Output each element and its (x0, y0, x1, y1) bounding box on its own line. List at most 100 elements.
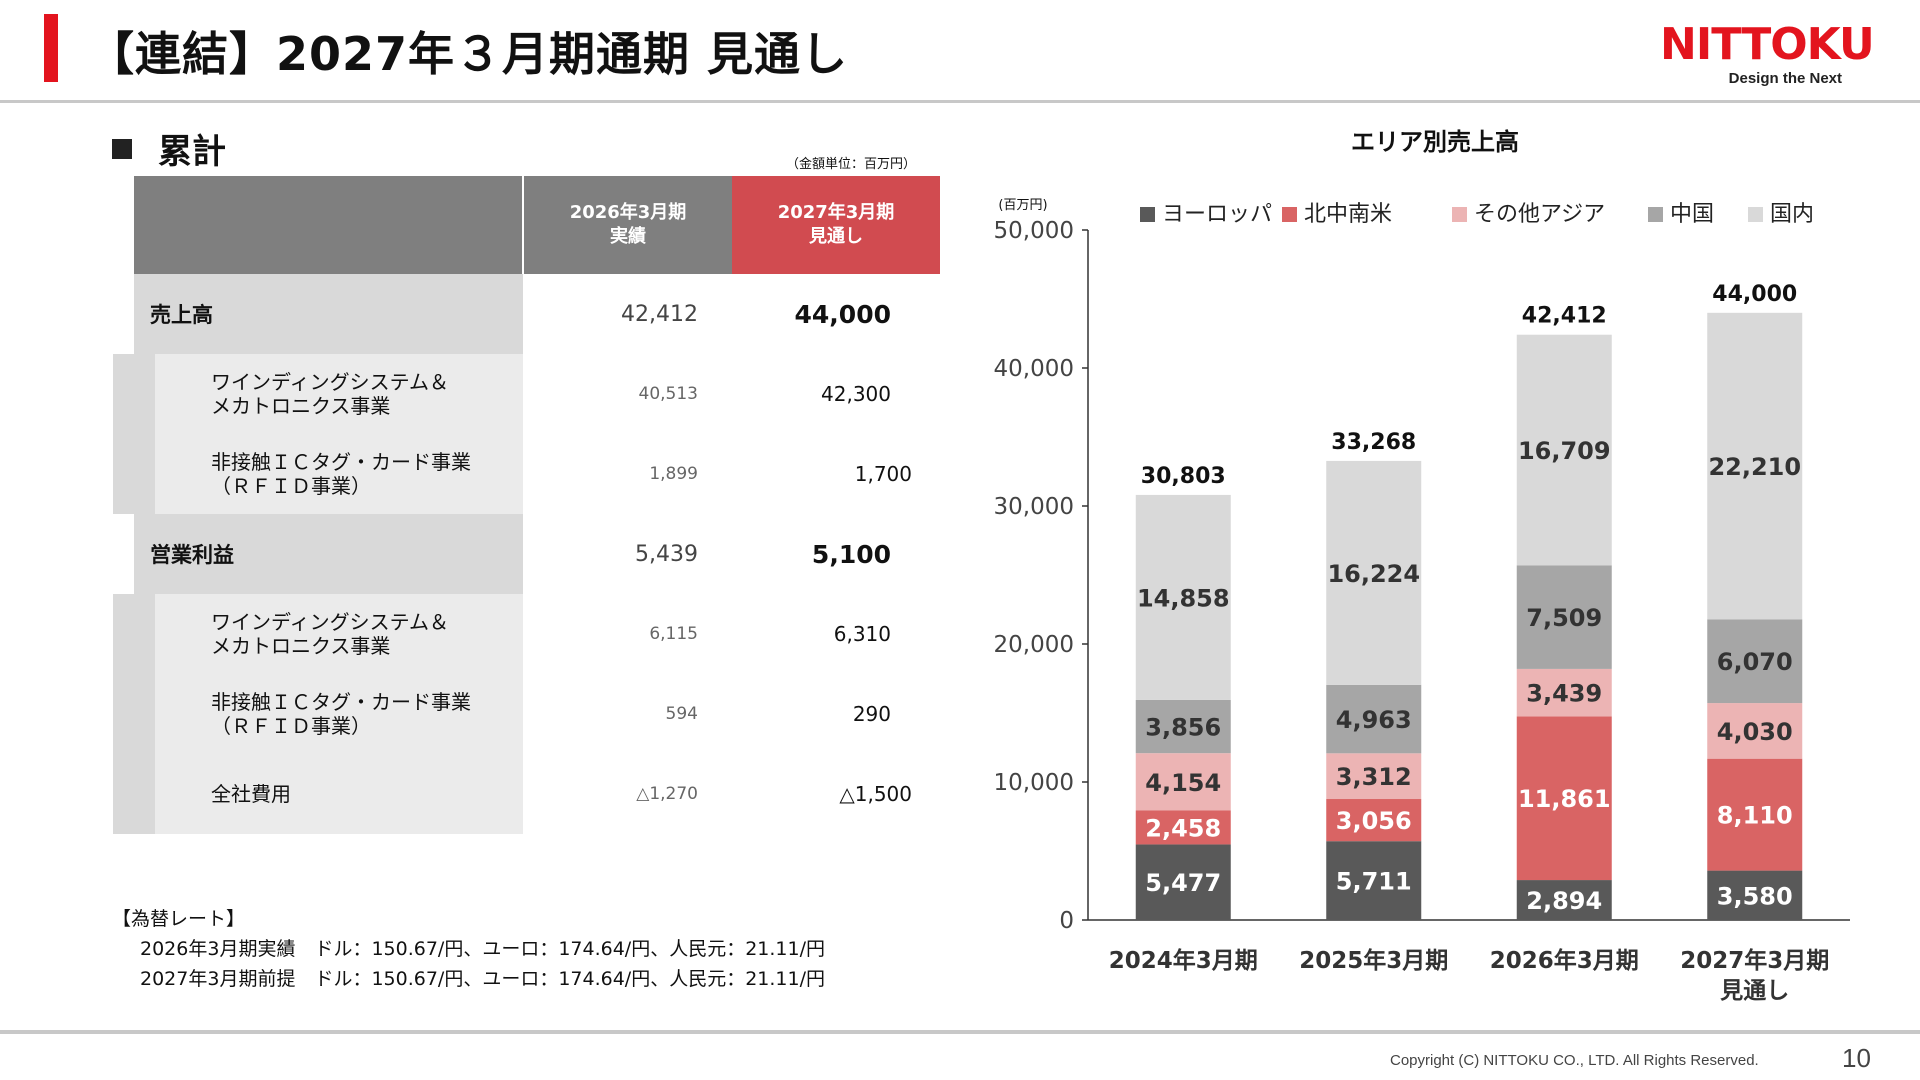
x-category-label: 2027年3月期 (1680, 947, 1829, 974)
row-label-line: 営業利益 (150, 543, 234, 567)
actual-value: △1,270 (636, 784, 698, 804)
y-tick-label: 50,000 (994, 218, 1074, 244)
table-row: 全社費用 △1,270 △1,500 (113, 754, 940, 834)
header-actual-line1: 2026年3月期 (569, 202, 687, 223)
bar-segment (1135, 494, 1231, 700)
footer-divider (0, 1030, 1920, 1034)
bar-segment (1326, 684, 1422, 754)
row-label: 非接触ＩＣタグ・カード事業 （ＲＦＩＤ事業） (113, 434, 523, 514)
data-label: 16,709 (1518, 437, 1611, 465)
section-title-text: 累計 (158, 132, 226, 172)
header-forecast-line2: 見通し (809, 226, 863, 247)
header-actual-line2: 実績 (610, 226, 646, 247)
y-tick-label: 0 (1059, 908, 1074, 934)
legend-swatch (1452, 207, 1467, 222)
data-label: 3,439 (1526, 680, 1602, 708)
bar-segment (1135, 810, 1231, 845)
forecast-value: 6,310 (833, 622, 891, 646)
data-label: 4,963 (1336, 706, 1412, 734)
y-tick-label: 30,000 (994, 494, 1074, 520)
bar-segment (1135, 699, 1231, 754)
bar-segment (1516, 565, 1612, 669)
data-label: 5,711 (1336, 868, 1412, 896)
bar-segment (1707, 703, 1803, 759)
bar-segment (1516, 668, 1612, 717)
row-label: 営業利益 (134, 514, 523, 594)
row-label-line: メカトロニクス事業 (211, 634, 391, 658)
legend-swatch (1282, 207, 1297, 222)
y-tick-label: 10,000 (994, 770, 1074, 796)
row-label-line: ワインディングシステム＆ (211, 610, 449, 634)
page-title: 【連結】2027年３月期通期 見通し (88, 27, 849, 81)
legend-label: その他アジア (1474, 202, 1605, 227)
data-label: 4,030 (1717, 718, 1793, 746)
bar-segment (1326, 841, 1422, 920)
table-header-row: 2026年3月期 実績 2027年3月期 見通し (134, 176, 940, 274)
legend-swatch (1648, 207, 1663, 222)
header-blank-cell (134, 176, 523, 274)
table-row: 非接触ＩＣタグ・カード事業 （ＲＦＩＤ事業） 1,899 1,700 (113, 434, 940, 514)
data-label: 3,580 (1717, 882, 1793, 910)
total-label: 30,803 (1141, 464, 1226, 489)
total-label: 44,000 (1712, 282, 1797, 307)
forecast-value: 44,000 (794, 299, 891, 329)
data-label: 8,110 (1717, 802, 1793, 830)
row-label: ワインディングシステム＆ メカトロニクス事業 (113, 354, 523, 434)
row-label: 非接触ＩＣタグ・カード事業 （ＲＦＩＤ事業） (113, 674, 523, 754)
actual-value: 6,115 (649, 624, 698, 644)
financial-table: 2026年3月期 実績 2027年3月期 見通し 売上高 42,412 44,000 ワイ… (113, 176, 961, 834)
total-label: 42,412 (1522, 304, 1607, 329)
unit-note: （金額単位：百万円） (786, 157, 917, 172)
row-label-line: ワインディングシステム＆ (211, 370, 449, 394)
data-label: 4,154 (1145, 769, 1221, 797)
section-title: 累計 (112, 124, 226, 173)
chart-title: エリア別売上高 (1351, 128, 1519, 156)
forecast-value: 5,100 (811, 539, 891, 569)
page-number: 10 (1842, 1043, 1871, 1073)
actual-value: 5,439 (635, 541, 698, 567)
bar-segment (1326, 799, 1422, 842)
row-label: ワインディングシステム＆ メカトロニクス事業 (113, 594, 523, 674)
chart-unit-label: (百万円) (998, 198, 1047, 213)
row-label-line: 売上高 (150, 303, 213, 327)
header-divider (0, 100, 1920, 103)
copyright: Copyright (C) NITTOKU CO., LTD. All Righ… (1390, 1052, 1759, 1069)
data-label: 7,509 (1526, 604, 1602, 632)
header-forecast: 2027年3月期 見通し (732, 176, 940, 274)
x-category-label: 2026年3月期 (1490, 947, 1639, 974)
x-category-label: 2024年3月期 (1109, 947, 1258, 974)
total-label: 33,268 (1331, 430, 1416, 455)
legend-label: 中国 (1670, 202, 1714, 227)
forecast-value: △1,500 (839, 782, 912, 806)
bar-segment (1516, 716, 1612, 881)
data-label: 3,312 (1336, 763, 1412, 791)
row-label: 全社費用 (113, 754, 523, 834)
bar-segment (1707, 758, 1803, 871)
fx-rates: 【為替レート】 2026年3月期実績 ドル：150.67/円、ユーロ：174.6… (112, 904, 825, 994)
header-forecast-line1: 2027年3月期 (777, 202, 895, 223)
table-row: ワインディングシステム＆ メカトロニクス事業 40,513 42,300 (113, 354, 940, 434)
fx-line: 2027年3月期前提 ドル：150.67/円、ユーロ：174.64/円、人民元：… (140, 968, 826, 990)
data-label: 2,458 (1145, 814, 1221, 842)
data-label: 2,894 (1526, 887, 1602, 915)
data-label: 3,856 (1145, 714, 1221, 742)
x-category-label: 2025年3月期 (1299, 947, 1448, 974)
area-sales-chart: エリア別売上高 (百万円) ヨーロッパ 北中南米 その他アジア 中国 国内 0 10,000 20… (994, 128, 1850, 1004)
table-row: 非接触ＩＣタグ・カード事業 （ＲＦＩＤ事業） 594 290 (113, 674, 940, 754)
row-label-line: （ＲＦＩＤ事業） (211, 474, 371, 498)
bar-segment (1707, 619, 1803, 704)
data-label: 11,861 (1518, 785, 1611, 813)
row-label: 売上高 (134, 274, 523, 354)
actual-value: 40,513 (638, 384, 698, 404)
y-tick-label: 40,000 (994, 356, 1074, 382)
actual-value: 1,899 (649, 464, 698, 484)
data-label: 6,070 (1717, 648, 1793, 676)
bar-segment (1707, 870, 1803, 920)
table-row: 営業利益 5,439 5,100 (134, 514, 940, 594)
bar-segment (1707, 312, 1803, 620)
bar-segment (1326, 460, 1422, 685)
data-label: 14,858 (1137, 584, 1230, 612)
legend-label: 国内 (1770, 202, 1814, 227)
header-actual: 2026年3月期 実績 (522, 176, 732, 274)
bar-segment (1135, 753, 1231, 811)
